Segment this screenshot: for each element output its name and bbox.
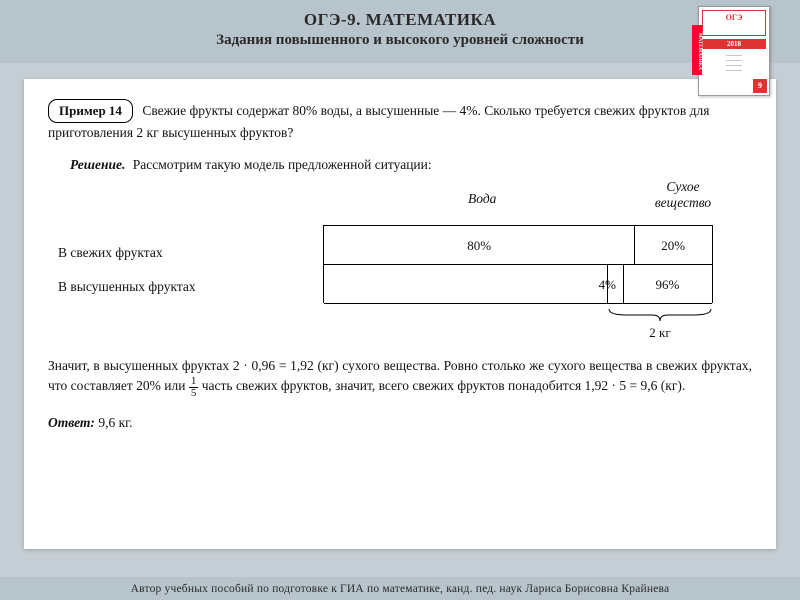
example-number-pill: Пример 14 [48, 99, 133, 123]
slide-header: ОГЭ-9. МАТЕМАТИКА Задания повышенного и … [0, 0, 800, 63]
badge-logo-box: ОГЭ [702, 10, 766, 36]
dried-water-pct: 4% [593, 275, 621, 295]
badge-filler-text: –––––––––––––––––––––––––––––––– [702, 52, 766, 72]
solution-intro-text: Рассмотрим такую модель предложенной сит… [133, 157, 432, 172]
diagram-frame: 80% 20% 4% 96% [323, 225, 713, 303]
dry-substance-column-label: Сухое вещество [638, 179, 728, 211]
water-column-label: Вода [468, 189, 496, 209]
badge-side-tab: МАТЕМАТИКА [692, 25, 702, 75]
solution-intro: Решение. Рассмотрим такую модель предлож… [70, 155, 752, 175]
brace-icon [607, 307, 713, 321]
brace-weight-label: 2 кг [607, 323, 713, 343]
fresh-dry-pct: 20% [634, 236, 712, 256]
answer-label: Ответ: [48, 415, 95, 430]
badge-year: 2018 [702, 39, 766, 49]
example-block: Пример 14 Свежие фрукты содержат 80% вод… [48, 99, 752, 143]
answer-value: 9,6 кг. [98, 415, 132, 430]
percentage-diagram: Вода Сухое вещество В свежих фруктах В в… [48, 195, 752, 340]
diagram-row-dried: 4% 96% [324, 265, 712, 304]
answer-block: Ответ: 9,6 кг. [48, 413, 752, 433]
content-page: Пример 14 Свежие фрукты содержат 80% вод… [24, 79, 776, 549]
diagram-brace-2kg: 2 кг [607, 307, 713, 343]
solution-label: Решение. [70, 157, 125, 172]
book-cover-badge: МАТЕМАТИКА ОГЭ 2018 ––––––––––––––––––––… [698, 6, 770, 96]
fresh-fruit-row-label: В свежих фруктах [58, 243, 163, 263]
diagram-row-fresh: 80% 20% [324, 226, 712, 265]
header-title-1: ОГЭ-9. МАТЕМАТИКА [0, 10, 800, 30]
header-title-2: Задания повышенного и высокого уровней с… [0, 32, 800, 49]
slide-footer: Автор учебных пособий по подготовке к ГИ… [0, 577, 800, 600]
fresh-water-pct: 80% [324, 236, 634, 256]
conclusion-paragraph: Значит, в высушенных фруктах 2 · 0,96 = … [48, 356, 752, 399]
conclusion-text-b: часть свежих фруктов, значит, всего свеж… [202, 378, 686, 393]
problem-text: Свежие фрукты содержат 80% воды, а высуш… [48, 103, 709, 140]
dried-dry-pct: 96% [623, 275, 712, 295]
dried-fruit-row-label: В высушенных фруктах [58, 277, 196, 297]
badge-grade-corner: 9 [753, 79, 767, 93]
one-fifth-fraction: 1 5 [189, 376, 199, 399]
